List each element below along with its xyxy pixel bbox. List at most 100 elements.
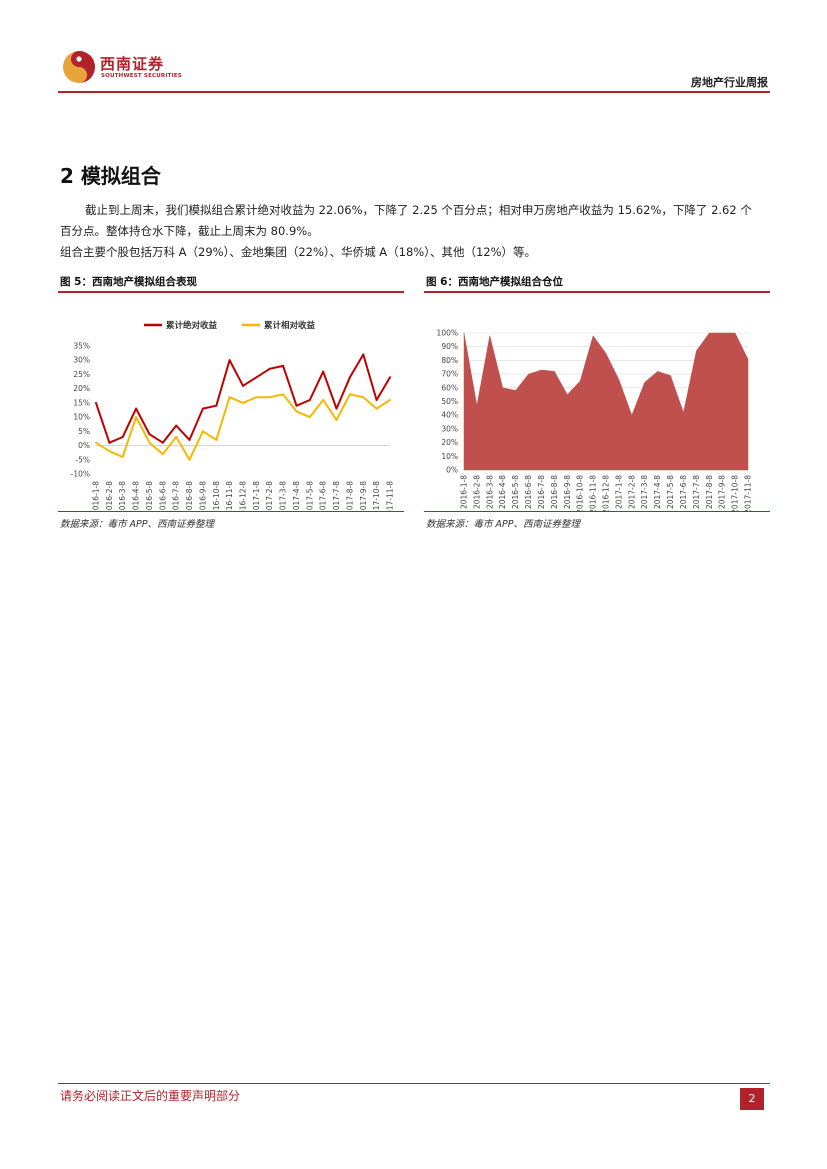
data-point: [268, 396, 271, 399]
x-tick-label: 2016-1-8: [460, 475, 469, 509]
data-point: [121, 455, 124, 458]
x-tick-label: 2017-5-8: [305, 481, 314, 511]
company-logo: 西南证券 SOUTHWEST SECURITIES: [62, 50, 182, 86]
x-tick-label: 2017-8-8: [345, 481, 354, 511]
x-tick-label: 2017-8-8: [705, 475, 714, 509]
data-point: [348, 393, 351, 396]
x-tick-label: 2016-2-8: [472, 475, 481, 509]
data-point: [362, 396, 365, 399]
x-tick-label: 2016-6-8: [524, 475, 533, 509]
x-tick-label: 2017-7-8: [332, 481, 341, 511]
figure-6-bottom-rule: [424, 511, 770, 512]
logo-english-name: SOUTHWEST SECURITIES: [101, 73, 182, 79]
x-tick-label: 2016-6-8: [158, 481, 167, 511]
x-tick-label: 2016-9-8: [563, 475, 572, 509]
y-tick-label: 50%: [441, 397, 458, 406]
y-tick-label: 25%: [73, 370, 90, 379]
figure-5: 图 5：西南地产模拟组合表现 35% 30% 25% 20% 15% 10% 5% 0% -5%…: [58, 273, 404, 530]
data-point: [188, 458, 191, 461]
x-tick-label: 2017-11-8: [744, 475, 753, 511]
data-point: [175, 424, 178, 427]
y-tick-label: -10%: [71, 470, 90, 479]
data-point: [295, 410, 298, 413]
x-tick-label: 2017-10-8: [731, 475, 740, 511]
figure-6-top-rule: [424, 291, 770, 293]
data-point: [228, 396, 231, 399]
x-tick-label: 2016-2-8: [105, 481, 114, 511]
data-point: [375, 407, 378, 410]
data-point: [161, 441, 164, 444]
data-point: [201, 407, 204, 410]
x-tick-label: 2016-5-8: [145, 481, 154, 511]
x-tick-label: 2017-2-8: [627, 475, 636, 509]
data-point: [108, 441, 111, 444]
figure-6-source: 数据来源：毒市 APP、西南证券整理: [426, 519, 580, 530]
data-point: [322, 399, 325, 402]
x-tick-label: 2016-11-8: [589, 475, 598, 511]
paragraph-holdings: 组合主要个股包括万科 A（29%）、金地集团（22%）、华侨城 A（18%）、其…: [60, 245, 537, 259]
x-tick-label: 2017-10-8: [372, 481, 381, 511]
figure-6-chart-area: 100% 90% 80% 70% 60% 50% 40% 30% 20% 10% 0% 2016-1-…: [424, 293, 770, 512]
data-point: [255, 396, 258, 399]
section-title: 2 模拟组合: [60, 164, 161, 188]
x-tick-label: 2017-6-8: [679, 475, 688, 509]
y-tick-label: 80%: [441, 356, 458, 365]
x-tick-label: 2017-1-8: [252, 481, 261, 511]
figure-5-top-rule: [58, 291, 404, 293]
data-point: [108, 450, 111, 453]
logo-emblem-icon: [63, 51, 95, 83]
x-tick-label: 2016-4-8: [132, 481, 141, 511]
series-absolute-return-line: [95, 353, 391, 444]
data-point: [95, 441, 97, 444]
x-tick-label: 2016-1-8: [92, 481, 101, 511]
x-tick-label: 2017-9-8: [359, 481, 368, 511]
y-tick-label: 0%: [446, 466, 458, 475]
y-tick-label: 40%: [441, 411, 458, 420]
x-tick-label: 2016-8-8: [185, 481, 194, 511]
data-point: [188, 438, 191, 441]
y-tick-label: 60%: [441, 383, 458, 392]
x-tick-label: 2017-4-8: [292, 481, 301, 511]
footer-notice: 请务必阅读正文后的重要声明部分: [60, 1089, 241, 1103]
x-tick-label: 2016-12-8: [602, 475, 611, 511]
y-tick-label: 20%: [73, 384, 90, 393]
x-tick-label: 2016-7-8: [537, 475, 546, 509]
y-tick-label: 20%: [441, 438, 458, 447]
data-point: [335, 418, 338, 421]
figure-6: 图 6：西南地产模拟组合仓位 100% 90% 80% 70% 60% 50% 40% 30%…: [424, 273, 770, 530]
report-type: 房地产行业周报: [691, 76, 768, 89]
data-point: [175, 436, 178, 439]
y-tick-label: 70%: [441, 370, 458, 379]
data-point: [255, 376, 258, 379]
x-tick-label: 2016-9-8: [198, 481, 207, 511]
data-point: [335, 407, 338, 410]
y-tick-label: 15%: [73, 398, 90, 407]
y-tick-label: 90%: [441, 342, 458, 351]
x-tick-label: 2016-5-8: [511, 475, 520, 509]
data-point: [348, 376, 351, 379]
data-point: [135, 407, 138, 410]
data-point: [322, 370, 325, 373]
x-tick-label: 2016-10-8: [576, 475, 585, 511]
y-tick-label: 35%: [73, 342, 90, 351]
data-point: [308, 399, 311, 402]
x-tick-label: 2016-4-8: [498, 475, 507, 509]
x-tick-label: 2017-1-8: [614, 475, 623, 509]
data-point: [389, 376, 391, 379]
x-tick-label: 2017-7-8: [692, 475, 701, 509]
data-point: [215, 404, 218, 407]
logo-chinese-name: 西南证券: [100, 55, 165, 73]
x-tick-label: 2017-6-8: [319, 481, 328, 511]
data-point: [362, 353, 365, 356]
page-number: 2: [740, 1088, 764, 1110]
figure-5-chart-area: 35% 30% 25% 20% 15% 10% 5% 0% -5% -10% 2016-1-8 201…: [58, 293, 404, 511]
position-area-chart: 100% 90% 80% 70% 60% 50% 40% 30% 20% 10% 0%2016-1-…: [437, 329, 753, 512]
data-point: [268, 367, 271, 370]
y-tick-label: 0%: [78, 441, 90, 450]
paragraph-summary: 截止到上周末，我们模拟组合累计绝对收益为 22.06%，下降了 2.25 个百分…: [60, 203, 752, 238]
data-point: [148, 441, 151, 444]
data-point: [242, 401, 244, 404]
x-tick-label: 2017-3-8: [279, 481, 288, 511]
data-point: [201, 430, 204, 433]
x-tick-label: 2016-7-8: [172, 481, 181, 511]
